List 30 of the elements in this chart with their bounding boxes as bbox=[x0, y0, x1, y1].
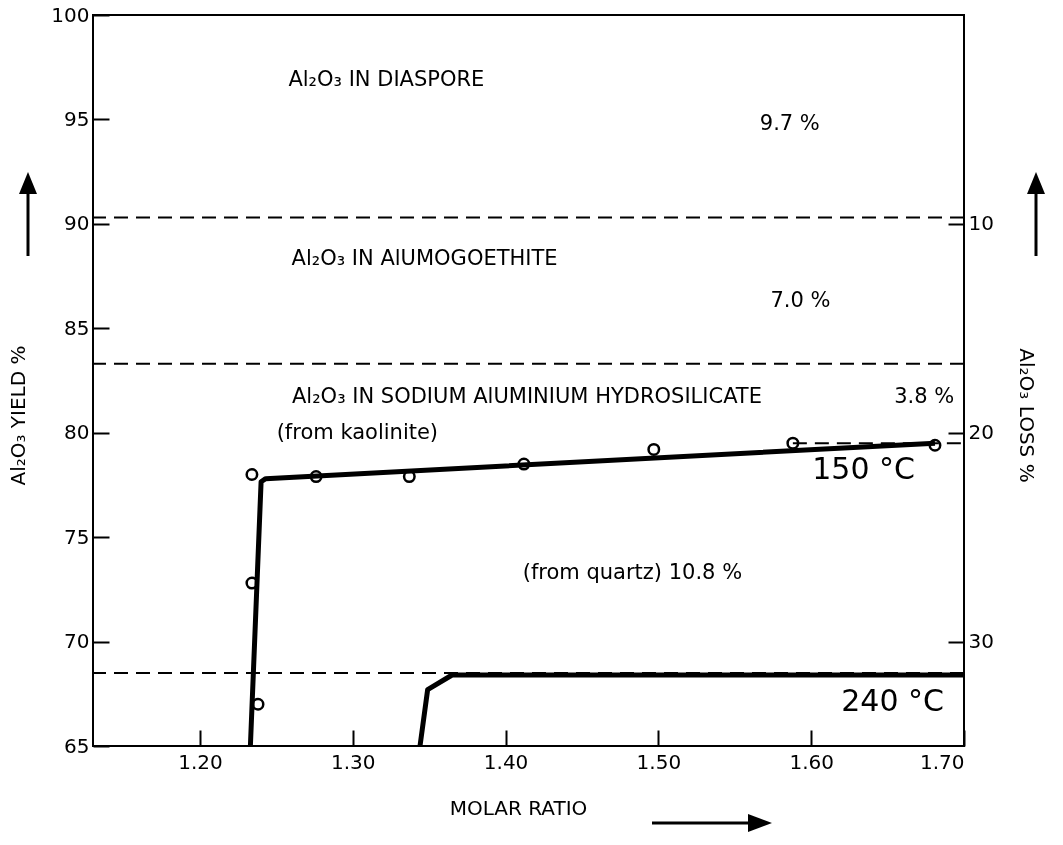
annotation: 3.8 % bbox=[894, 384, 955, 409]
x-tick-label: 1.70 bbox=[919, 749, 965, 774]
y-tick-label: 85 bbox=[64, 315, 90, 340]
x-axis-title: MOLAR RATIO bbox=[449, 795, 588, 820]
y2-tick-label: 20 bbox=[968, 420, 994, 445]
y2-axis-title: Al₂O₃ LOSS % bbox=[1014, 348, 1039, 483]
y2-tick-label: 30 bbox=[968, 629, 994, 654]
annotation: Al₂O₃ IN DIASPORE bbox=[288, 66, 485, 91]
y-tick-label: 80 bbox=[64, 420, 90, 445]
y-tick-label: 65 bbox=[64, 733, 90, 758]
x-tick-label: 1.50 bbox=[636, 749, 682, 774]
y-tick-label: 70 bbox=[64, 629, 90, 654]
annotation: (from kaolinite) bbox=[276, 419, 439, 444]
x-tick-label: 1.30 bbox=[331, 749, 376, 774]
y-tick-label: 100 bbox=[51, 2, 90, 27]
annotation: 7.0 % bbox=[770, 288, 831, 313]
y2-tick-label: 10 bbox=[968, 211, 994, 236]
series-label: 240 °C bbox=[841, 682, 944, 718]
x-tick-label: 1.60 bbox=[789, 749, 834, 774]
x-tick-label: 1.40 bbox=[483, 749, 529, 774]
annotation: Al₂O₃ IN AlUMOGOETHITE bbox=[291, 246, 558, 271]
y-tick-label: 75 bbox=[64, 524, 90, 549]
annotation: 9.7 % bbox=[759, 110, 820, 135]
y-tick-label: 90 bbox=[64, 211, 90, 236]
x-tick-label: 1.20 bbox=[178, 749, 223, 774]
y-tick-label: 95 bbox=[64, 106, 90, 131]
annotation: Al₂O₃ IN SODIUM AlUMINIUM HYDROSILICATE bbox=[291, 384, 762, 409]
series-label: 150 °C bbox=[812, 451, 915, 487]
annotation: (from quartz) 10.8 % bbox=[522, 559, 743, 584]
y-axis-title: Al₂O₃ YIELD % bbox=[6, 345, 31, 486]
